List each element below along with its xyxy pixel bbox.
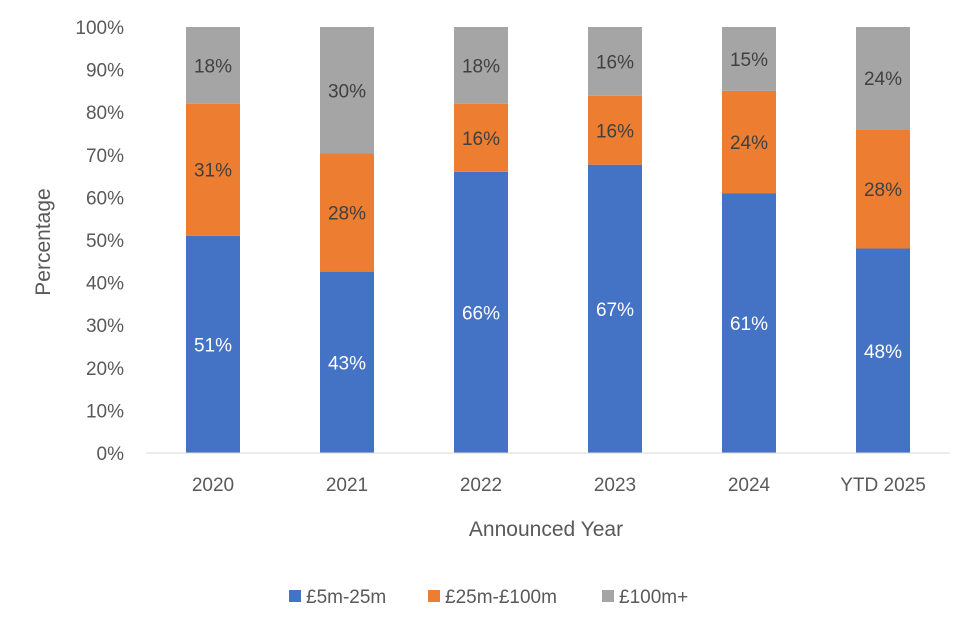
- x-axis-title: Announced Year: [469, 518, 623, 541]
- x-tick-label: 2021: [326, 475, 368, 496]
- bar-segment: [588, 95, 642, 165]
- data-label: 24%: [864, 69, 902, 90]
- y-tick-label: 20%: [86, 359, 124, 380]
- bar-segment: [856, 248, 910, 453]
- bar-segment: [186, 103, 240, 236]
- y-tick-label: 100%: [75, 18, 124, 39]
- bar-segment: [722, 27, 776, 91]
- data-label: 61%: [730, 314, 768, 335]
- data-label: 30%: [328, 81, 366, 102]
- bar-segment: [856, 27, 910, 130]
- legend-swatch: [602, 590, 614, 602]
- y-tick-label: 0%: [97, 444, 125, 465]
- bar-segment: [320, 153, 374, 272]
- legend-swatch: [289, 590, 301, 602]
- y-tick-label: 60%: [86, 188, 124, 209]
- legend-swatch: [428, 590, 440, 602]
- legend-label: £25m-£100m: [445, 587, 557, 608]
- data-label: 28%: [328, 204, 366, 225]
- legend: £5m-25m £25m-£100m £100m+: [289, 587, 688, 608]
- data-label: 16%: [596, 121, 634, 142]
- bar-segment: [588, 27, 642, 96]
- data-label: 24%: [730, 133, 768, 154]
- data-label: 43%: [328, 353, 366, 374]
- y-tick-label: 40%: [86, 274, 124, 295]
- x-tick-label: 2020: [192, 475, 234, 496]
- x-tick-label: 2024: [728, 475, 771, 496]
- bar-segment: [588, 164, 642, 454]
- y-tick-label: 30%: [86, 316, 124, 337]
- data-label: 28%: [864, 180, 902, 201]
- legend-label: £100m+: [619, 587, 688, 608]
- data-label: 67%: [596, 300, 634, 321]
- x-tick-label: 2023: [594, 475, 636, 496]
- data-label: 18%: [194, 56, 232, 77]
- bar-segment: [856, 129, 910, 249]
- bar-segment: [320, 271, 374, 453]
- legend-label: £5m-25m: [306, 587, 386, 608]
- bar-segment: [722, 90, 776, 194]
- y-tick-label: 50%: [86, 231, 124, 252]
- y-tick-label: 70%: [86, 146, 124, 167]
- data-label: 31%: [194, 161, 232, 182]
- y-tick-label: 10%: [86, 401, 124, 422]
- data-label: 16%: [462, 129, 500, 150]
- bars: 51% 31% 18% 43% 28% 30% 66% 16% 18% 67% 16% 16% 61% 2…: [186, 27, 910, 454]
- y-tick-label: 80%: [86, 103, 124, 124]
- data-label: 66%: [462, 303, 500, 324]
- bar-segment: [722, 193, 776, 453]
- data-label: 18%: [462, 56, 500, 77]
- bar-segment: [454, 103, 508, 172]
- y-axis-title: Percentage: [32, 188, 55, 295]
- data-label: 15%: [730, 50, 768, 71]
- bar-segment: [454, 27, 508, 104]
- x-tick-label: 2022: [460, 475, 502, 496]
- bar-segment: [186, 235, 240, 453]
- data-label: 51%: [194, 335, 232, 356]
- bar-segment: [454, 171, 508, 453]
- y-tick-label: 90%: [86, 61, 124, 82]
- bar-segment: [320, 27, 374, 154]
- data-label: 48%: [864, 342, 902, 363]
- x-axis-ticks: 2020 2021 2022 2023 2024 YTD 2025: [192, 475, 926, 496]
- y-axis-ticks: 0% 10% 20% 30% 40% 50% 60% 70% 80% 90% 100%: [75, 18, 124, 465]
- x-tick-label: YTD 2025: [840, 475, 926, 496]
- bar-segment: [186, 27, 240, 104]
- data-label: 16%: [596, 52, 634, 73]
